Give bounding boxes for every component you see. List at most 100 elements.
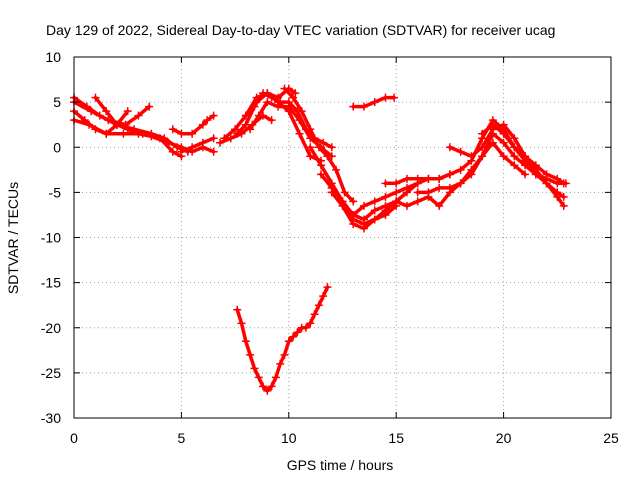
y-tick-label: -25: [41, 365, 61, 381]
data-point: [445, 183, 454, 192]
data-point: [467, 170, 476, 179]
data-point: [499, 152, 508, 161]
series-track-13: [280, 84, 358, 206]
data-series: [70, 84, 570, 395]
data-point: [145, 102, 154, 111]
data-point: [359, 102, 368, 111]
series-track-5: [91, 93, 218, 156]
data-point: [531, 170, 540, 179]
data-point: [542, 174, 551, 183]
data-point: [392, 179, 401, 188]
data-point: [413, 174, 422, 183]
data-point: [402, 201, 411, 210]
data-point: [478, 143, 487, 152]
data-point: [445, 143, 454, 152]
data-point: [85, 120, 94, 129]
data-point: [263, 89, 272, 98]
data-point: [280, 84, 289, 93]
chart-title: Day 129 of 2022, Sidereal Day-to-day VTE…: [46, 22, 555, 38]
data-point: [332, 165, 341, 174]
data-point: [147, 132, 156, 141]
data-point: [297, 107, 306, 116]
series-track-23: [478, 120, 570, 188]
data-point: [381, 192, 390, 201]
data-point: [177, 147, 186, 156]
data-point: [284, 107, 293, 116]
data-point: [259, 382, 268, 391]
data-point: [220, 134, 229, 143]
data-point: [402, 174, 411, 183]
data-point: [246, 350, 255, 359]
data-point: [327, 183, 336, 192]
data-point: [274, 98, 283, 107]
data-point: [119, 129, 128, 138]
data-point: [510, 134, 519, 143]
data-point: [295, 129, 304, 138]
data-point: [276, 359, 285, 368]
data-point: [254, 111, 263, 120]
data-point: [435, 201, 444, 210]
data-point: [289, 332, 298, 341]
x-tick-label: 10: [281, 430, 297, 446]
data-point: [456, 147, 465, 156]
data-point: [168, 147, 177, 156]
data-point: [198, 120, 207, 129]
grid: [73, 56, 612, 419]
data-point: [310, 310, 319, 319]
data-point: [478, 129, 487, 138]
data-point: [209, 147, 218, 156]
y-tick-label: 5: [53, 94, 61, 110]
data-point: [177, 129, 186, 138]
data-point: [435, 183, 444, 192]
data-point: [340, 188, 349, 197]
data-point: [254, 373, 263, 382]
data-point: [467, 152, 476, 161]
data-point: [306, 152, 315, 161]
data-point: [521, 156, 530, 165]
data-point: [553, 179, 562, 188]
data-point: [392, 188, 401, 197]
data-point: [445, 170, 454, 179]
axis-ticks: 0 5 10 15 20 25 10 5 0 -5 -10 -15 -20 -25 -30: [41, 49, 619, 446]
data-point: [413, 188, 422, 197]
x-tick-label: 20: [496, 430, 512, 446]
data-point: [338, 197, 347, 206]
data-point: [392, 197, 401, 206]
y-tick-label: -15: [41, 275, 61, 291]
data-point: [456, 165, 465, 174]
data-point: [521, 170, 530, 179]
data-point: [424, 188, 433, 197]
series-line: [179, 136, 216, 154]
series-track-18: [349, 93, 399, 111]
data-point: [349, 210, 358, 219]
data-point: [250, 364, 259, 373]
data-point: [359, 201, 368, 210]
data-point: [134, 129, 143, 138]
data-point: [95, 111, 104, 120]
data-point: [323, 152, 332, 161]
data-point: [306, 143, 315, 152]
data-point: [456, 179, 465, 188]
data-point: [499, 138, 508, 147]
data-point: [267, 382, 276, 391]
series-line: [244, 91, 323, 163]
data-point: [349, 219, 358, 228]
data-point: [413, 197, 422, 206]
data-point: [314, 143, 323, 152]
series-track-12: [241, 89, 326, 165]
data-point: [241, 111, 250, 120]
series-track-24: [233, 283, 332, 395]
data-point: [359, 215, 368, 224]
data-point: [263, 98, 272, 107]
data-point: [164, 138, 173, 147]
series-line: [72, 118, 184, 159]
data-point: [82, 102, 91, 111]
data-point: [510, 143, 519, 152]
data-point: [390, 93, 399, 102]
data-point: [233, 305, 242, 314]
data-point: [488, 120, 497, 129]
data-point: [91, 93, 100, 102]
data-point: [198, 138, 207, 147]
data-point: [168, 125, 177, 134]
